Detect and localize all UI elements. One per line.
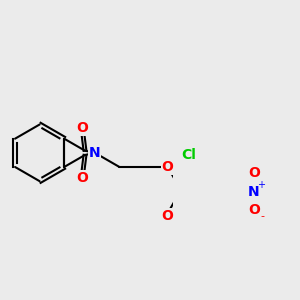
Text: O: O [76, 121, 88, 135]
Text: O: O [248, 166, 260, 180]
Text: +: + [257, 180, 265, 190]
Text: -: - [260, 211, 264, 220]
Text: O: O [162, 209, 174, 223]
Text: O: O [162, 160, 174, 174]
Text: N: N [89, 146, 101, 160]
Text: Cl: Cl [182, 148, 196, 162]
Text: N: N [248, 184, 260, 199]
Text: O: O [248, 203, 260, 217]
Text: O: O [76, 171, 88, 184]
